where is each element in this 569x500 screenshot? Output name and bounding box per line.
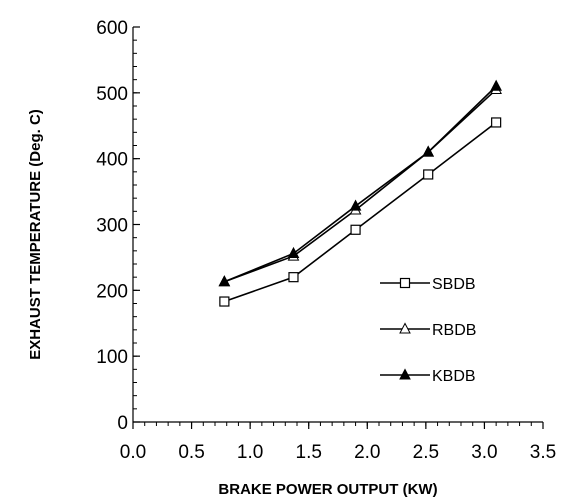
y-axis-title: EXHAUST TEMPERATURE (Deg. C) [27, 109, 44, 360]
y-tick-label: 100 [96, 347, 128, 368]
data-point [490, 79, 502, 91]
series-kbdb [218, 79, 502, 287]
series-rbdb [218, 82, 502, 287]
legend-label: KBDB [432, 368, 476, 385]
x-tick-label: 1.5 [296, 442, 322, 463]
data-point [422, 145, 435, 157]
axes [132, 27, 543, 423]
y-tick-label: 300 [96, 216, 128, 237]
y-tick-label: 0 [117, 413, 128, 434]
data-point [399, 322, 411, 334]
y-tick-label: 600 [96, 18, 128, 39]
data-point [423, 169, 434, 180]
data-point [491, 117, 502, 128]
x-tick-label: 3.5 [530, 442, 556, 463]
data-point [287, 246, 300, 258]
data-point [219, 296, 230, 307]
data-point [288, 272, 299, 283]
legend-entry: SBDB [380, 276, 476, 293]
y-tick-label: 200 [96, 281, 128, 302]
data-point [399, 368, 411, 380]
data-point [349, 199, 362, 211]
minor-ticks [132, 26, 544, 426]
legend-entry: KBDB [380, 368, 476, 385]
x-tick-label: 2.0 [354, 442, 380, 463]
legend: SBDB RBDB KBDB [380, 276, 476, 385]
axis-ticks: 0.0 0.5 1.0 1.5 2.0 2.5 3.0 3.5 0 100 200 300 400 500… [96, 18, 556, 463]
x-tick-label: 3.0 [471, 442, 497, 463]
series-layer [218, 79, 502, 307]
x-tick-label: 0.0 [120, 442, 146, 463]
x-axis-title: BRAKE POWER OUTPUT (KW) [218, 481, 437, 498]
data-point [399, 277, 411, 289]
data-point [350, 224, 361, 235]
data-point [218, 275, 231, 287]
series-sbdb [219, 117, 502, 307]
series-line [224, 121, 497, 303]
y-tick-label: 500 [96, 84, 128, 105]
series-line [224, 88, 497, 283]
legend-label: RBDB [432, 322, 476, 339]
y-tick-label: 400 [96, 150, 128, 171]
series-line [224, 85, 497, 283]
x-tick-label: 0.5 [178, 442, 204, 463]
legend-label: SBDB [432, 276, 476, 293]
x-tick-label: 1.0 [237, 442, 263, 463]
legend-entry: RBDB [380, 322, 476, 339]
x-tick-label: 2.5 [413, 442, 439, 463]
